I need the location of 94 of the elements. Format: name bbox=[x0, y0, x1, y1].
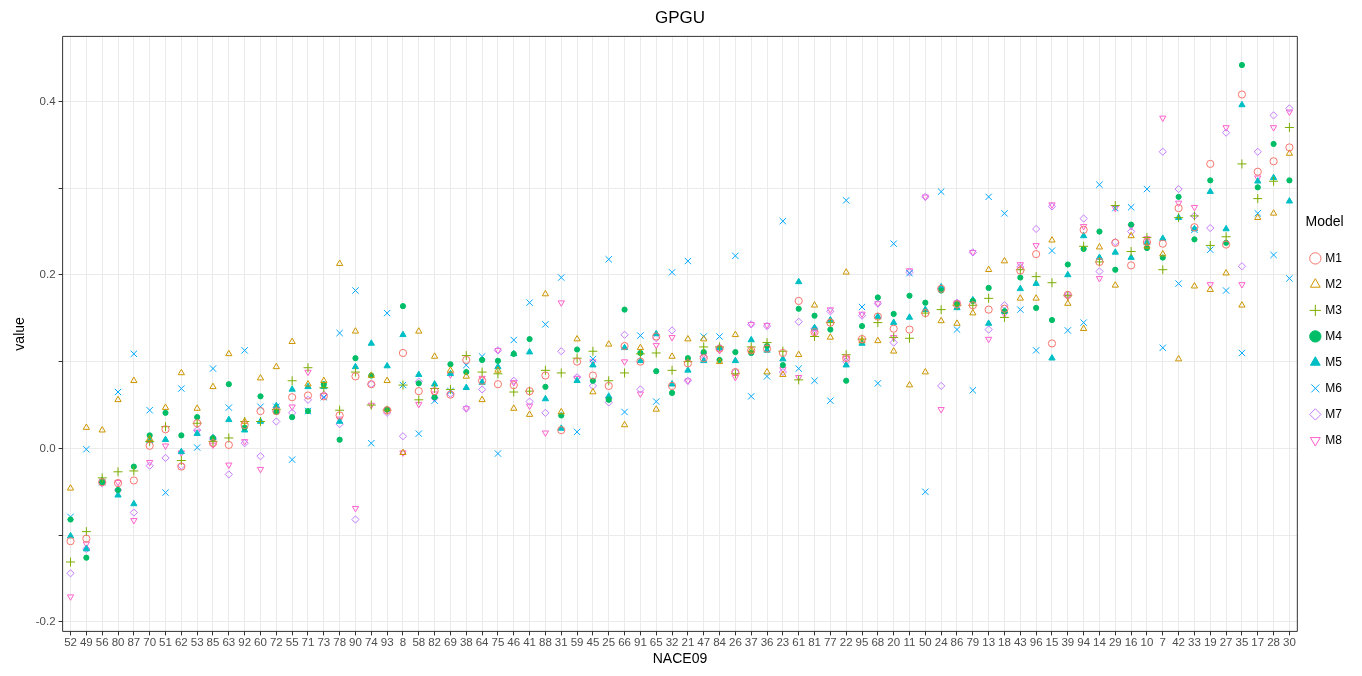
legend-title: Model bbox=[1305, 213, 1344, 230]
legend-label: M3 bbox=[1325, 302, 1343, 317]
x-tick-label: 45 bbox=[586, 636, 600, 649]
x-tick-label: 46 bbox=[507, 636, 521, 649]
x-tick-label: 64 bbox=[475, 636, 490, 649]
x-tick-label: 94 bbox=[1077, 636, 1091, 649]
x-tick-label: 81 bbox=[808, 636, 821, 649]
x-tick-label: 10 bbox=[1140, 636, 1154, 649]
y-tick-label: 0.4 bbox=[39, 94, 57, 107]
x-tick-label: 21 bbox=[681, 636, 695, 649]
x-tick-label: 43 bbox=[1013, 636, 1027, 649]
chart-title: GPGU bbox=[654, 7, 706, 27]
x-tick-label: 23 bbox=[776, 636, 790, 649]
x-tick-label: 30 bbox=[1283, 636, 1296, 649]
x-tick-label: 74 bbox=[364, 636, 379, 649]
x-tick-label: 18 bbox=[998, 636, 1011, 649]
x-tick-label: 71 bbox=[301, 636, 315, 649]
x-tick-label: 87 bbox=[127, 636, 141, 649]
x-tick-label: 26 bbox=[728, 636, 742, 649]
x-tick-label: 13 bbox=[982, 636, 996, 649]
x-tick-label: 56 bbox=[95, 636, 109, 649]
x-tick-label: 77 bbox=[823, 636, 837, 649]
x-tick-label: 15 bbox=[1045, 636, 1059, 649]
x-tick-label: 96 bbox=[1029, 636, 1043, 649]
x-tick-label: 88 bbox=[539, 636, 552, 649]
x-tick-label: 85 bbox=[206, 636, 220, 649]
x-tick-label: 16 bbox=[1124, 636, 1138, 649]
x-tick-label: 22 bbox=[839, 636, 853, 649]
x-tick-label: 19 bbox=[1203, 636, 1217, 649]
x-tick-label: 7 bbox=[1159, 636, 1166, 649]
x-tick-label: 84 bbox=[713, 636, 727, 649]
x-tick-label: 90 bbox=[349, 636, 362, 649]
x-tick-label: 17 bbox=[1251, 636, 1265, 649]
x-tick-label: 41 bbox=[523, 636, 536, 649]
x-tick-label: 92 bbox=[238, 636, 252, 649]
x-tick-label: 95 bbox=[855, 636, 869, 649]
x-tick-label: 65 bbox=[649, 636, 663, 649]
x-tick-label: 91 bbox=[634, 636, 647, 649]
legend-label: M7 bbox=[1325, 406, 1343, 421]
y-tick-label: 0.0 bbox=[39, 441, 56, 454]
x-tick-label: 93 bbox=[380, 636, 394, 649]
x-tick-label: 50 bbox=[918, 636, 932, 649]
x-tick-label: 79 bbox=[966, 636, 980, 649]
x-tick-label: 75 bbox=[491, 636, 505, 649]
x-tick-label: 14 bbox=[1093, 636, 1107, 649]
x-tick-label: 62 bbox=[174, 636, 188, 649]
x-tick-label: 55 bbox=[285, 636, 299, 649]
x-tick-label: 37 bbox=[744, 636, 758, 649]
x-tick-label: 28 bbox=[1267, 636, 1280, 649]
x-tick-label: 8 bbox=[399, 636, 407, 649]
x-tick-label: 63 bbox=[222, 636, 236, 649]
y-tick-label: 0.2 bbox=[39, 268, 56, 281]
legend-label: M4 bbox=[1325, 328, 1343, 343]
x-tick-label: 68 bbox=[871, 636, 885, 649]
x-tick-label: 60 bbox=[254, 636, 267, 649]
x-tick-label: 39 bbox=[1061, 636, 1075, 649]
legend-label: M8 bbox=[1325, 432, 1343, 447]
legend-label: M6 bbox=[1325, 380, 1343, 395]
legend-label: M1 bbox=[1325, 250, 1343, 265]
x-tick-label: 29 bbox=[1108, 636, 1122, 649]
x-tick-label: 31 bbox=[554, 636, 568, 649]
x-tick-label: 82 bbox=[428, 636, 442, 649]
x-tick-label: 69 bbox=[444, 636, 457, 649]
y-tick-label: -0.2 bbox=[35, 615, 56, 628]
x-tick-label: 59 bbox=[570, 636, 584, 649]
legend-label: M5 bbox=[1325, 354, 1343, 369]
x-tick-label: 24 bbox=[934, 636, 949, 649]
x-tick-label: 49 bbox=[79, 636, 93, 649]
x-tick-label: 42 bbox=[1172, 636, 1186, 649]
legend-label: M2 bbox=[1325, 276, 1343, 291]
x-tick-label: 53 bbox=[190, 636, 204, 649]
x-tick-label: 51 bbox=[159, 636, 172, 649]
x-tick-label: 35 bbox=[1235, 636, 1249, 649]
x-tick-label: 32 bbox=[665, 636, 679, 649]
x-tick-label: 33 bbox=[1188, 636, 1201, 649]
x-tick-label: 25 bbox=[602, 636, 616, 649]
x-tick-label: 58 bbox=[412, 636, 426, 649]
x-tick-label: 66 bbox=[618, 636, 631, 649]
x-tick-label: 20 bbox=[887, 636, 901, 649]
x-axis-title: NACE09 bbox=[652, 650, 708, 667]
x-tick-label: 78 bbox=[333, 636, 347, 649]
x-tick-label: 61 bbox=[792, 636, 806, 649]
x-tick-label: 72 bbox=[269, 636, 283, 649]
x-tick-label: 52 bbox=[64, 636, 77, 649]
x-tick-label: 86 bbox=[950, 636, 964, 649]
x-tick-label: 11 bbox=[903, 636, 916, 649]
y-axis-title: value bbox=[11, 316, 28, 351]
x-tick-label: 27 bbox=[1219, 636, 1233, 649]
x-tick-label: 38 bbox=[459, 636, 473, 649]
x-tick-label: 36 bbox=[760, 636, 774, 649]
x-tick-label: 73 bbox=[317, 636, 331, 649]
x-tick-label: 80 bbox=[111, 636, 125, 649]
x-tick-label: 70 bbox=[143, 636, 157, 649]
x-tick-label: 47 bbox=[697, 636, 711, 649]
